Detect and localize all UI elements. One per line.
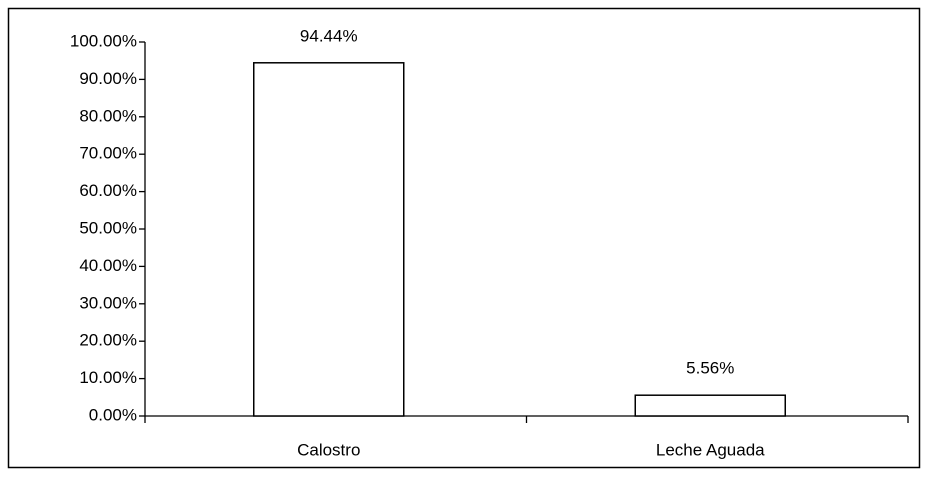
bar xyxy=(253,62,405,417)
y-tick-label: 0.00% xyxy=(89,405,137,424)
chart-border xyxy=(7,7,921,469)
x-tick-label: Leche Aguada xyxy=(656,440,765,459)
y-tick-label: 10.00% xyxy=(79,368,137,387)
bar xyxy=(634,394,786,417)
y-tick-label: 30.00% xyxy=(79,293,137,312)
y-tick-label: 80.00% xyxy=(79,106,137,125)
y-tick-label: 20.00% xyxy=(79,331,137,350)
x-tick-label: Calostro xyxy=(297,440,360,459)
y-tick-label: 100.00% xyxy=(70,31,137,50)
y-tick-label: 70.00% xyxy=(79,144,137,163)
data-label: 94.44% xyxy=(300,26,358,45)
y-tick-label: 90.00% xyxy=(79,69,137,88)
y-tick-label: 40.00% xyxy=(79,256,137,275)
y-tick-label: 50.00% xyxy=(79,218,137,237)
data-label: 5.56% xyxy=(686,359,734,378)
y-tick-label: 60.00% xyxy=(79,181,137,200)
